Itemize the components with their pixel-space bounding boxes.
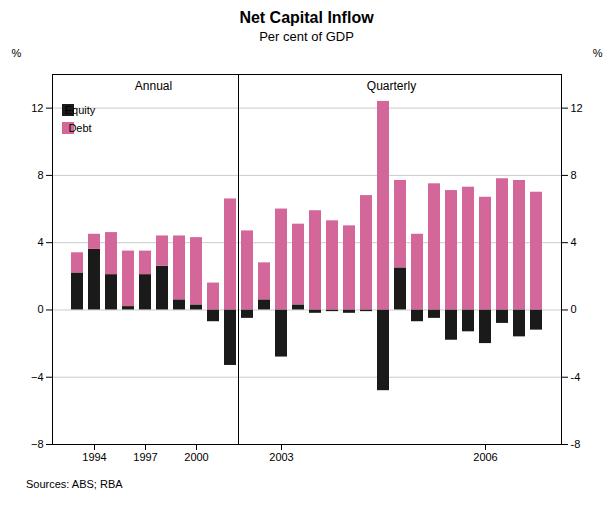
svg-text:-4: -4 (571, 371, 581, 383)
svg-text:4: 4 (37, 236, 43, 248)
html-text:Per cent of GDP: Per cent of GDP (259, 29, 354, 44)
svg-text:−8: −8 (31, 438, 44, 450)
svg-text:1994: 1994 (82, 451, 106, 463)
svg-text:−4: −4 (31, 371, 44, 383)
svg-text:2003: 2003 (269, 451, 293, 463)
svg-text:Annual: Annual (135, 79, 172, 93)
svg-text:12: 12 (571, 102, 583, 114)
svg-text:Debt: Debt (68, 122, 91, 134)
svg-text:-8: -8 (571, 438, 581, 450)
svg-text:0: 0 (37, 303, 43, 315)
svg-text:%: % (593, 47, 603, 59)
svg-text:8: 8 (37, 169, 43, 181)
svg-text:%: % (12, 47, 22, 59)
svg-text:Equity: Equity (65, 104, 96, 116)
svg-text:2000: 2000 (184, 451, 208, 463)
html-text:Net Capital Inflow: Net Capital Inflow (239, 9, 374, 26)
svg-text:2006: 2006 (473, 451, 497, 463)
svg-text:0: 0 (571, 303, 577, 315)
svg-text:12: 12 (31, 102, 43, 114)
svg-text:Quarterly: Quarterly (367, 79, 416, 93)
svg-text:4: 4 (571, 236, 577, 248)
svg-text:8: 8 (571, 169, 577, 181)
svg-text:1997: 1997 (133, 451, 157, 463)
html-text:Sources: ABS; RBA: Sources: ABS; RBA (26, 478, 123, 490)
